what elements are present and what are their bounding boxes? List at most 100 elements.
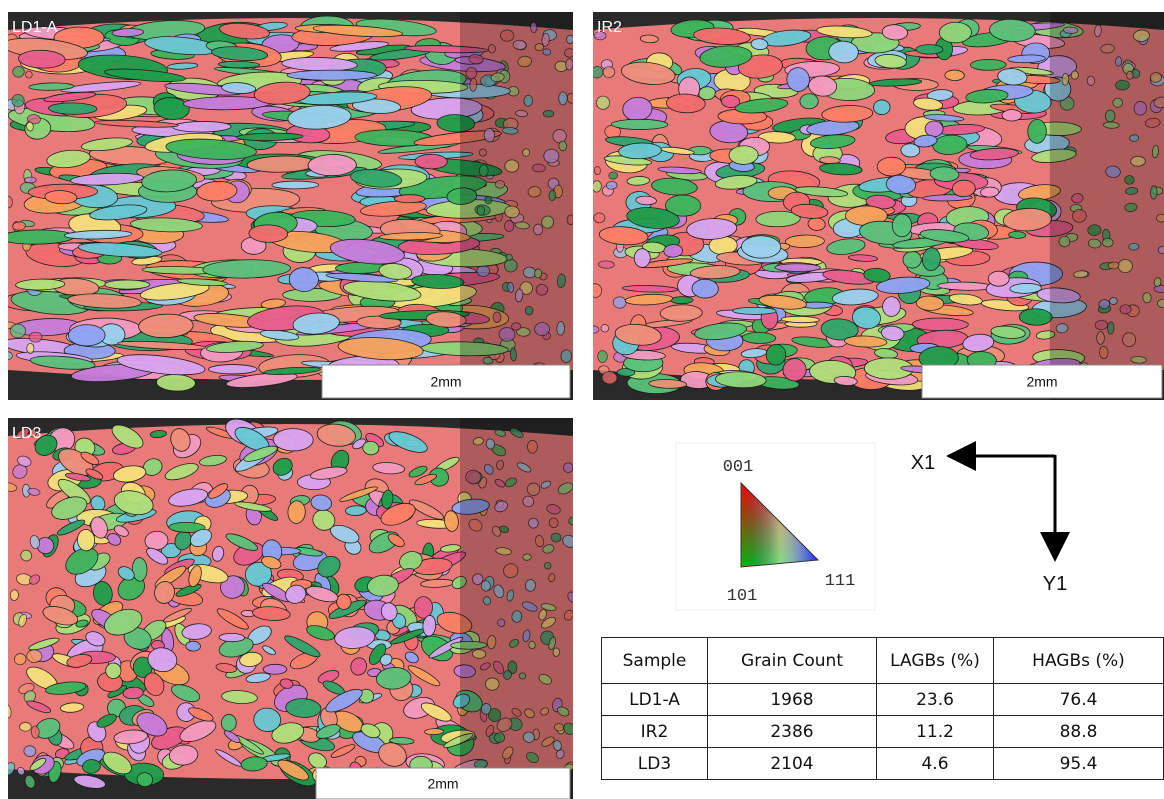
table-cell: IR2 [602,716,708,748]
grain [68,325,105,347]
grain [273,428,313,451]
grain [721,95,740,108]
table-cell: Sample [602,638,708,684]
axis-label: Y1 [1043,573,1067,595]
axis-label: X1 [911,452,935,474]
grain [588,326,599,334]
table-cell: 11.2 [877,716,994,748]
grain [25,71,32,79]
grain [48,103,97,115]
grain [634,249,650,268]
grain [105,280,150,289]
scale-bar-label: 2mm [1026,374,1057,390]
grain [208,365,256,374]
grain [939,22,972,43]
grain [781,316,819,323]
grain [945,70,965,81]
grain [272,181,319,189]
grain [874,100,891,115]
grain [925,121,944,138]
grain [732,307,776,314]
grain [903,251,921,268]
table-cell: LD3 [602,748,708,780]
scale-bar-label: 2mm [430,374,461,390]
ipf-label: 001 [723,458,754,477]
ebsd-map: 2mm LD1-A [0,12,575,400]
grain [611,119,668,130]
grain [741,235,781,258]
table-row: IR2238611.288.8 [602,716,1164,748]
scale-bar-label: 2mm [427,776,458,792]
grain [597,350,607,362]
table-row: SampleGrain CountLAGBs (%)HAGBs (%) [602,638,1164,684]
grain [882,296,901,317]
table-cell: 88.8 [994,716,1164,748]
table-cell: 2104 [708,748,877,780]
grain [308,154,357,176]
table-cell: LAGBs (%) [877,638,994,684]
table-cell: 1968 [708,684,877,716]
panel-label: LD3 [12,425,41,442]
grain [1028,119,1047,143]
grain [4,196,13,208]
grain [414,597,432,619]
table-cell: 95.4 [994,748,1164,780]
grain [415,154,448,169]
edge-shade [460,12,573,400]
grain [970,59,1006,70]
table-cell: 76.4 [994,684,1164,716]
table-cell: Grain Count [708,638,877,684]
grain [598,261,614,269]
grain [394,195,424,203]
panel-label: LD1-A [12,19,58,36]
grain [3,352,12,360]
table-row: LD1-A196823.676.4 [602,684,1164,716]
table-cell: 23.6 [877,684,994,716]
grain [249,224,288,242]
ipf-label: 101 [727,587,758,606]
grain [877,157,906,176]
grain [671,297,693,304]
grain [425,728,444,735]
ebsd-map: 2mm LD3 [0,414,578,799]
table-cell: 2386 [708,716,877,748]
edge-shade [1050,12,1164,400]
grain [287,70,377,80]
grain [988,271,1009,286]
grain [1019,308,1052,325]
grain [594,213,605,223]
table-cell: 4.6 [877,748,994,780]
grain [729,145,759,164]
grain [10,324,26,339]
grain [596,96,610,110]
grain [775,264,820,272]
grain [613,297,626,309]
grain [742,332,776,344]
grain [692,279,719,298]
grain [800,94,818,109]
grain [173,121,232,132]
table-cell: HAGBs (%) [994,638,1164,684]
grain [603,66,615,78]
edge-shade [460,418,573,799]
grain [594,166,601,175]
grain [10,589,19,600]
grain [952,180,976,197]
grain [29,332,42,342]
grain [606,181,617,190]
table-cell: LD1-A [602,684,708,716]
panel-label: IR2 [597,19,622,36]
ipf-label: 111 [825,572,856,591]
grain [219,633,245,642]
results-table: SampleGrain CountLAGBs (%)HAGBs (%)LD1-A… [601,637,1164,780]
figure: 2mm LD1-A 2mm IR2 2mm LD3 001 101 111 X1 Y1 S… [0,0,1164,799]
grain [916,45,943,55]
ebsd-map: 2mm IR2 [588,12,1164,400]
grain [601,324,610,332]
grain [27,343,35,353]
grain [19,722,31,731]
grain [218,61,260,68]
grain [263,664,287,674]
grain [1002,110,1022,121]
